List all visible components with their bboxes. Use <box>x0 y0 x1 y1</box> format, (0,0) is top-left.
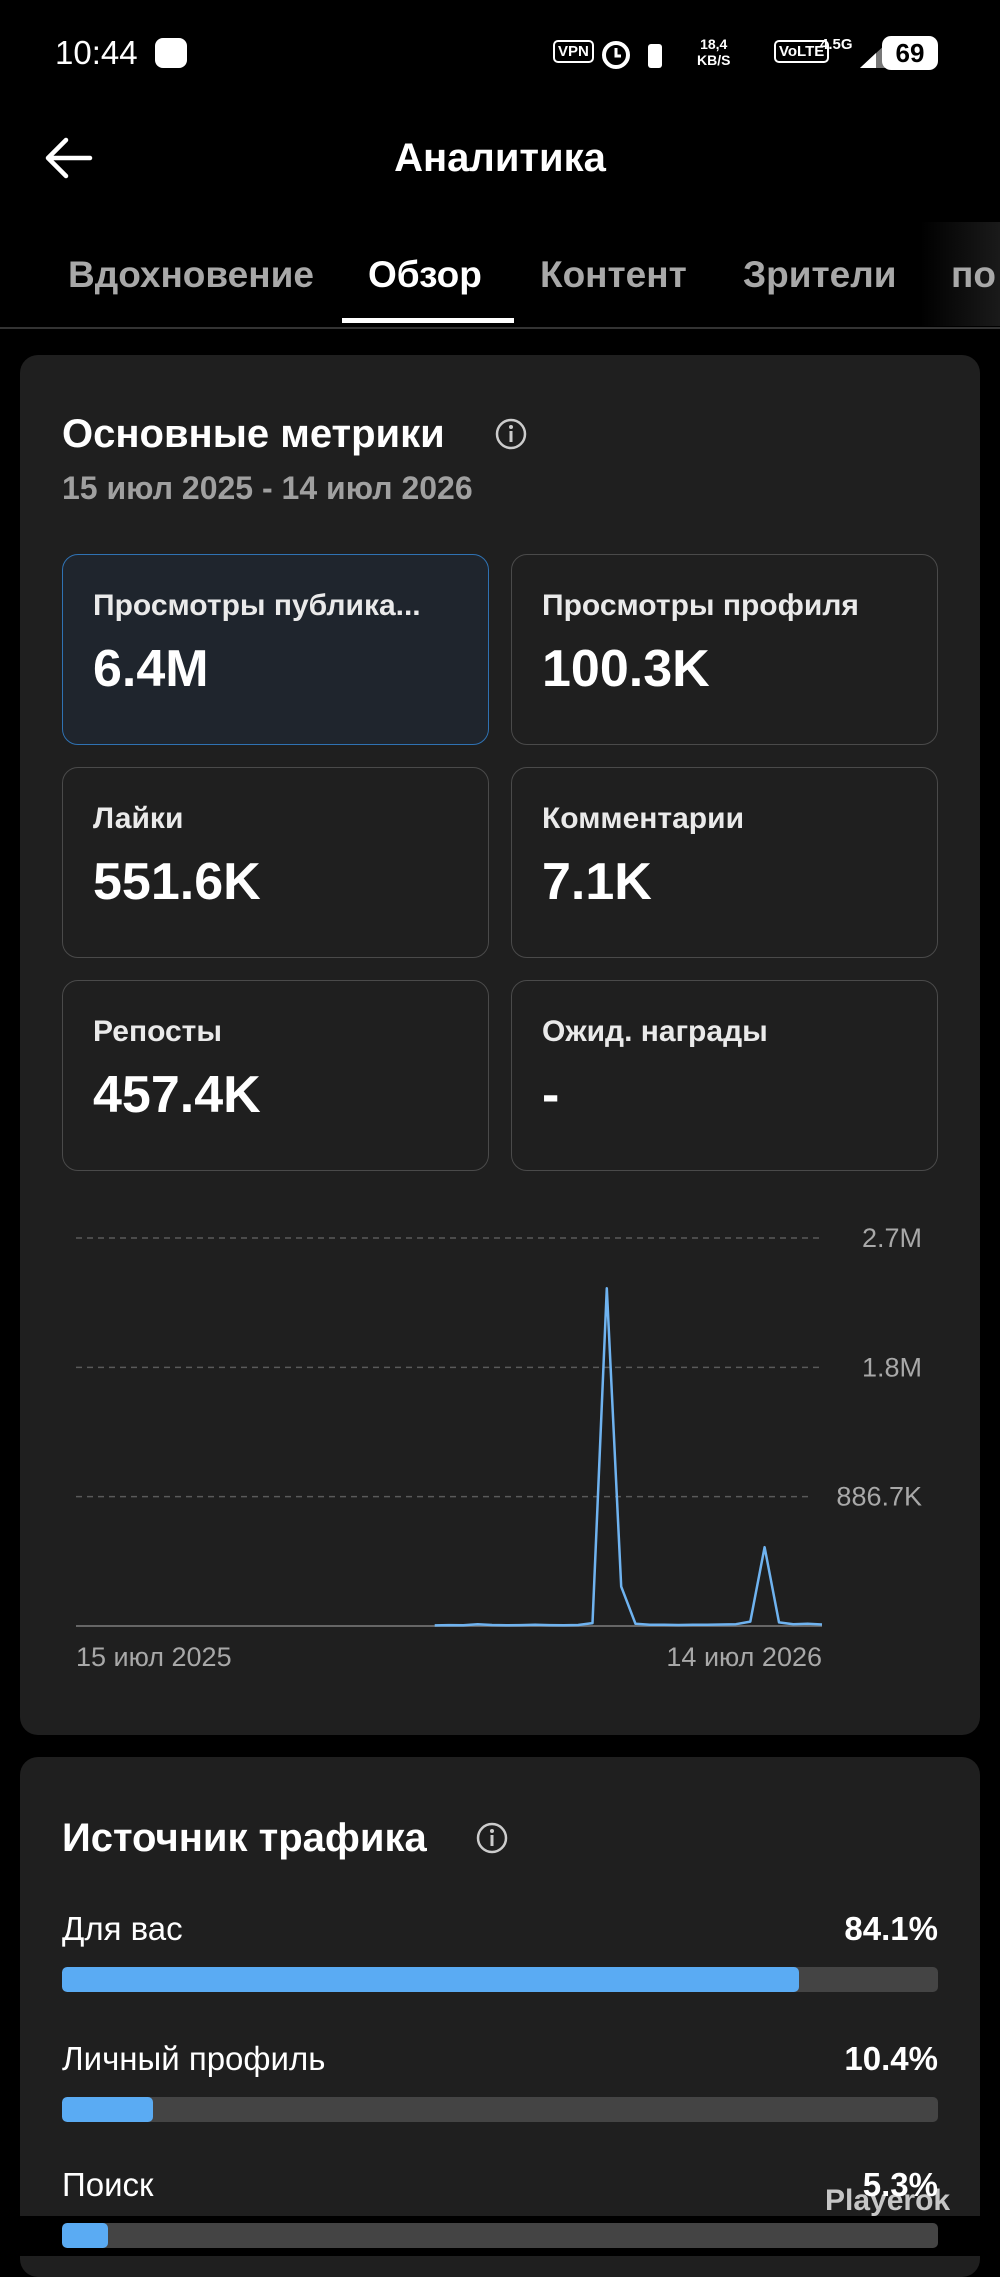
source-name: Для вас <box>62 1910 183 1947</box>
metric-tile[interactable]: Репосты 457.4K <box>62 980 489 1171</box>
y-tick-label: 2.7M <box>862 1223 922 1253</box>
net-speed: 18,4 KB/S <box>697 36 730 68</box>
metric-label: Просмотры публика... <box>93 589 421 622</box>
data-line <box>434 1287 823 1627</box>
tab[interactable]: Зрители <box>743 254 897 295</box>
x-tick-label: 15 июл 2025 <box>76 1642 232 1672</box>
progress-bar <box>62 2097 154 2122</box>
metric-tile[interactable]: Ожид. награды - <box>511 980 938 1171</box>
speed: 18,4 <box>700 36 728 52</box>
speed-unit: KB/S <box>697 52 731 68</box>
info-icon[interactable] <box>475 1821 509 1855</box>
metric-label: Просмотры профиля <box>542 589 859 622</box>
metric-label: Комментарии <box>542 802 745 835</box>
x-tick-label: 14 июл 2026 <box>666 1642 822 1672</box>
date-range: 15 июл 2025 - 14 июл 2026 <box>62 470 473 506</box>
metric-tile[interactable]: Лайки 551.6K <box>62 767 489 958</box>
watermark: Playerok <box>825 2184 951 2217</box>
progress-track <box>62 2223 938 2248</box>
clock: 10:44 <box>55 34 138 71</box>
card-title: Основные метрики <box>62 412 445 456</box>
metric-tile[interactable]: Комментарии 7.1K <box>511 767 938 958</box>
tab-fade <box>920 222 1000 326</box>
metric-label: Репосты <box>93 1015 222 1048</box>
vpn-icon: VPN <box>553 40 594 63</box>
metric-value: 6.4M <box>93 640 209 698</box>
info-icon[interactable] <box>494 417 528 451</box>
battery: 69 <box>882 36 938 70</box>
tab[interactable]: Вдохновение <box>68 254 314 295</box>
metric-value: 100.3K <box>542 640 710 698</box>
progress-bar <box>62 1967 799 1992</box>
y-tick-label: 886.7K <box>836 1482 922 1512</box>
metric-tile[interactable]: Просмотры публика... 6.4M <box>62 554 489 745</box>
metric-tile[interactable]: Просмотры профиля 100.3K <box>511 554 938 745</box>
source-name: Поиск <box>62 2166 154 2203</box>
metric-label: Лайки <box>93 802 184 835</box>
volte-icon: VoLTE <box>774 40 830 63</box>
card-title: Источник трафика <box>62 1816 427 1860</box>
metric-label: Ожид. награды <box>542 1015 768 1048</box>
source-percent: 5.3% <box>862 2166 938 2203</box>
status-icons <box>602 41 662 69</box>
progress-track <box>62 2097 938 2122</box>
back-button[interactable] <box>40 134 100 182</box>
line-chart: 886.7K 1.8M 2.7M 15 июл 2025 14 июл 2026 <box>76 1223 922 1672</box>
metric-value: - <box>542 1066 560 1124</box>
progress-bar <box>62 2223 109 2248</box>
tab[interactable]: Обзор <box>368 254 482 295</box>
y-tick-label: 1.8M <box>862 1352 922 1382</box>
signal-icon <box>860 42 888 68</box>
tab[interactable]: по <box>951 254 996 295</box>
tab-divider <box>0 327 1000 329</box>
traffic-card <box>20 1757 980 2277</box>
metric-value: 551.6K <box>93 853 261 911</box>
source-name: Личный профиль <box>62 2040 326 2077</box>
metric-value: 457.4K <box>93 1066 261 1124</box>
progress-track <box>62 1967 938 1992</box>
metric-value: 7.1K <box>542 853 652 911</box>
vk-icon <box>155 38 187 68</box>
tab-indicator <box>342 318 514 323</box>
source-percent: 10.4% <box>844 2040 938 2077</box>
network-type: 4.5G <box>820 36 853 53</box>
source-percent: 84.1% <box>844 1910 938 1947</box>
page-title: Аналитика <box>394 136 606 180</box>
tab[interactable]: Контент <box>540 254 687 295</box>
